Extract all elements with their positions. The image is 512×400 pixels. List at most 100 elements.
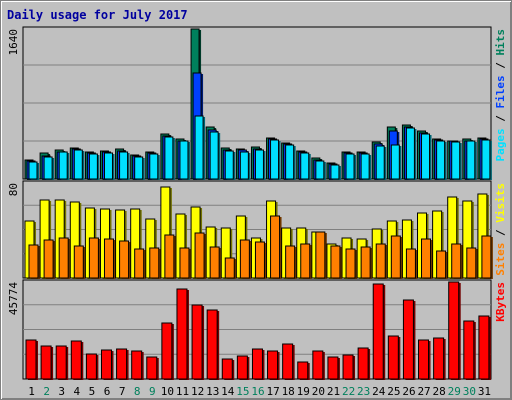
panel-hits-bar-pages-17 [270,139,280,180]
panel-hits-bar-pages-12 [194,115,204,180]
panel-kbytes-bar-kbytes-31 [478,315,490,380]
day-label-11: 11 [176,385,189,398]
panel-hits-bar-pages-23 [360,153,370,180]
panel-kbytes-bar-kbytes-23 [357,347,369,380]
panel-visits-bar-sites-16 [254,241,265,279]
panel-visits-bar-sites-20 [315,231,326,279]
panel-hits-bar-pages-18 [285,144,295,180]
panel-kbytes-bar-kbytes-17 [267,350,279,380]
panel-visits-bar-sites-29 [451,243,462,279]
day-label-27: 27 [417,385,430,398]
day-label-16: 16 [251,385,264,398]
day-label-14: 14 [221,385,235,398]
panel-visits-bar-sites-8 [134,248,145,279]
panel-kbytes-bar-kbytes-6 [100,349,112,380]
panel-hits-bar-pages-31 [481,139,491,180]
panel-kbytes-bar-kbytes-30 [463,320,475,380]
day-label-2: 2 [43,385,50,398]
panel-kbytes-bar-kbytes-5 [85,353,97,380]
day-label-25: 25 [387,385,400,398]
panel-hits-bar-pages-28 [436,140,446,180]
panel-hits-bar-pages-4 [73,149,83,180]
day-label-4: 4 [74,385,81,398]
day-label-19: 19 [297,385,310,398]
day-label-22: 22 [342,385,355,398]
panel-hits-bar-pages-7 [119,151,129,180]
panel-hits-bar-pages-15 [239,151,249,180]
panel-kbytes-bar-kbytes-16 [251,348,263,380]
panel-visits-bar-sites-21 [330,245,341,279]
day-label-20: 20 [312,385,325,398]
panel-hits-legend-pages: Pages [494,128,507,161]
panel-visits-bar-sites-12 [194,232,205,279]
panel-hits-max-label: 1640 [7,29,20,56]
panel-visits-legend-visits: Visits [494,183,507,223]
panel-visits-bar-sites-14 [224,257,235,279]
panel-visits-bar-sites-23 [360,246,371,279]
panel-visits-bar-sites-4 [73,245,84,279]
panel-hits-bar-pages-24 [375,145,385,180]
panel-visits-bar-sites-6 [103,238,114,279]
day-label-1: 1 [28,385,35,398]
panel-kbytes-bar-kbytes-24 [372,283,384,380]
panel-hits-bar-pages-13 [209,131,219,180]
panel-visits-bar-sites-26 [405,248,416,279]
panel-hits-bar-pages-16 [254,149,264,180]
panel-kbytes-bar-kbytes-21 [327,356,339,380]
day-label-3: 3 [58,385,65,398]
day-label-9: 9 [149,385,156,398]
panel-kbytes-bar-kbytes-4 [70,340,82,380]
panel-hits-bar-pages-21 [330,164,340,180]
panel-visits-bar-sites-15 [239,239,250,279]
panel-hits-legend-hits: Hits [494,29,507,56]
panel-kbytes-bar-kbytes-12 [191,304,203,380]
panel-kbytes-bar-kbytes-13 [206,309,218,380]
panel-hits-bar-pages-14 [224,150,234,180]
panel-kbytes-bar-kbytes-15 [236,355,248,380]
panel-hits-bar-pages-26 [405,127,415,180]
panel-visits-bar-sites-19 [300,243,311,279]
day-label-12: 12 [191,385,204,398]
panel-kbytes-bar-kbytes-7 [116,348,128,380]
panel-hits-bar-pages-20 [315,160,325,180]
panel-kbytes-bar-kbytes-20 [312,350,324,380]
day-label-31: 31 [478,385,491,398]
panel-visits-bar-sites-28 [436,250,447,279]
panel-visits-legend-separator: / [494,223,507,243]
panel-hits-bar-pages-6 [103,152,113,180]
panel-kbytes-legend-kbytes: KBytes [494,282,507,322]
panel-visits-bar-sites-5 [88,237,99,279]
panel-visits-bar-sites-30 [466,247,477,279]
panel-kbytes-bar-kbytes-26 [402,299,414,380]
panel-visits-max-label: 80 [7,183,20,196]
panel-kbytes-bar-kbytes-8 [131,350,143,380]
panel-visits-bar-sites-22 [345,248,356,279]
day-label-29: 29 [448,385,461,398]
panel-visits-bar-sites-31 [481,235,492,279]
day-label-10: 10 [161,385,174,398]
panel-hits-bar-pages-2 [43,156,53,180]
panel-kbytes-bar-kbytes-28 [433,337,445,380]
day-label-26: 26 [402,385,415,398]
panel-kbytes-bar-kbytes-18 [282,343,294,380]
day-label-8: 8 [134,385,141,398]
panel-hits-legend-separator: / [494,109,507,129]
panel-visits-legend: Sites / Visits [494,183,507,276]
panel-visits-bar-sites-13 [209,246,220,279]
day-label-23: 23 [357,385,370,398]
panel-visits-bar-sites-25 [390,235,401,279]
panel-visits-bar-sites-17 [270,215,281,279]
panel-visits-bar-sites-7 [119,240,130,279]
panel-visits-bar-sites-1 [28,244,39,279]
day-label-7: 7 [119,385,126,398]
panel-hits-bar-pages-1 [28,161,38,180]
panel-hits-legend: Pages / Files / Hits [494,29,507,162]
day-label-28: 28 [433,385,446,398]
panel-hits-legend-separator: / [494,56,507,76]
panel-kbytes-legend: KBytes [494,282,507,322]
day-label-5: 5 [89,385,96,398]
panel-hits-bar-pages-8 [134,156,144,180]
panel-hits-legend-files: Files [494,75,507,108]
panel-kbytes-bar-kbytes-27 [418,339,430,380]
